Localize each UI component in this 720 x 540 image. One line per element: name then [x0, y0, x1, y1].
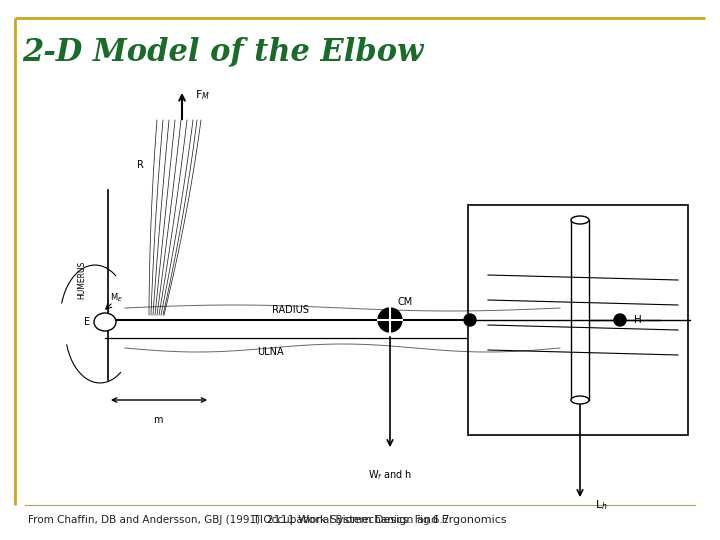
Text: R: R [137, 160, 143, 170]
Circle shape [464, 314, 476, 326]
Bar [468, 205, 688, 435]
Circle shape [378, 308, 402, 332]
Text: M$_E$: M$_E$ [110, 292, 123, 304]
Text: ULNA: ULNA [257, 347, 283, 357]
Text: H: H [634, 315, 642, 325]
Text: 2-D Model of the Elbow: 2-D Model of the Elbow [22, 37, 423, 68]
Circle shape [614, 314, 626, 326]
Ellipse shape [571, 216, 589, 224]
Text: RADIUS: RADIUS [271, 305, 308, 315]
Text: From Chaffin, DB and Andersson, GBJ (1991) Occupational Biomechanics. Fig 6.7: From Chaffin, DB and Andersson, GBJ (199… [28, 515, 449, 525]
Text: L$_h$: L$_h$ [595, 498, 608, 512]
Text: F$_M$: F$_M$ [195, 88, 210, 102]
Ellipse shape [94, 313, 116, 331]
Text: HUMERUS: HUMERUS [78, 261, 86, 299]
Text: W$_f$ and h: W$_f$ and h [368, 468, 412, 482]
Ellipse shape [571, 396, 589, 404]
Text: TI 2111 Work System Design and Ergonomics: TI 2111 Work System Design and Ergonomic… [253, 515, 507, 525]
Text: m: m [153, 415, 163, 425]
Text: E: E [84, 317, 90, 327]
Text: CM: CM [398, 297, 413, 307]
